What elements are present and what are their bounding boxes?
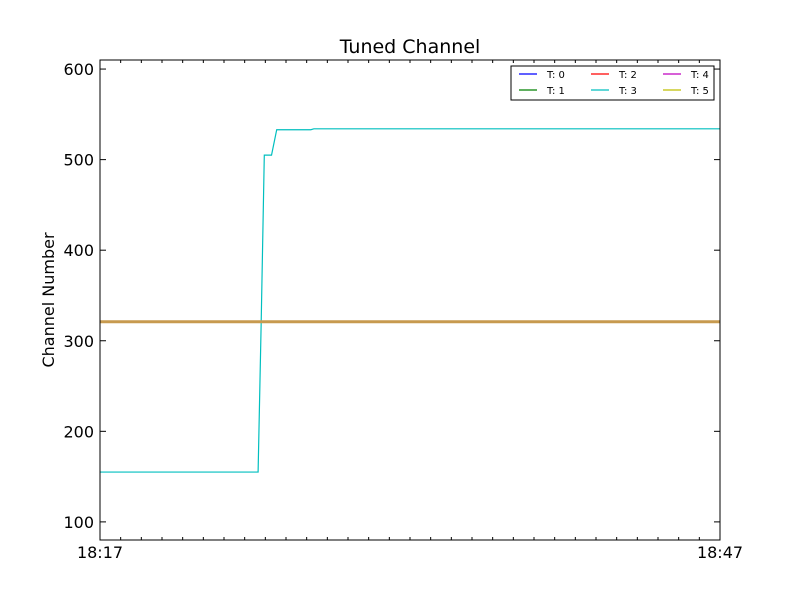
x-tick-label: 18:47 — [697, 543, 743, 562]
y-tick-label: 100 — [63, 513, 94, 532]
legend-label-t1: T: 1 — [546, 86, 565, 97]
legend-label-t4: T: 4 — [690, 70, 709, 81]
chart-title: Tuned Channel — [339, 36, 481, 58]
legend-label-t2: T: 2 — [618, 70, 637, 81]
legend-label-t5: T: 5 — [690, 86, 709, 97]
legend: T: 0 T: 1 T: 2 T: 3 T: 4 T: 5 — [510, 65, 715, 101]
y-axis-label: Channel Number — [39, 232, 58, 367]
series-line-t3 — [100, 128, 720, 473]
y-tick-label: 300 — [63, 332, 94, 351]
y-tick-label: 400 — [63, 241, 94, 260]
x-tick-label: 18:17 — [77, 543, 123, 562]
plot-area — [100, 128, 720, 473]
legend-label-t3: T: 3 — [618, 86, 637, 97]
y-tick-label: 600 — [63, 60, 94, 79]
y-tick-label: 200 — [63, 422, 94, 441]
axis-ticks: 100 200 300 400 500 600 18:17 18:47 — [63, 59, 743, 562]
y-tick-label: 500 — [63, 151, 94, 170]
legend-label-t0: T: 0 — [546, 70, 565, 81]
plot-frame — [99, 59, 721, 541]
legend-box — [510, 65, 715, 101]
